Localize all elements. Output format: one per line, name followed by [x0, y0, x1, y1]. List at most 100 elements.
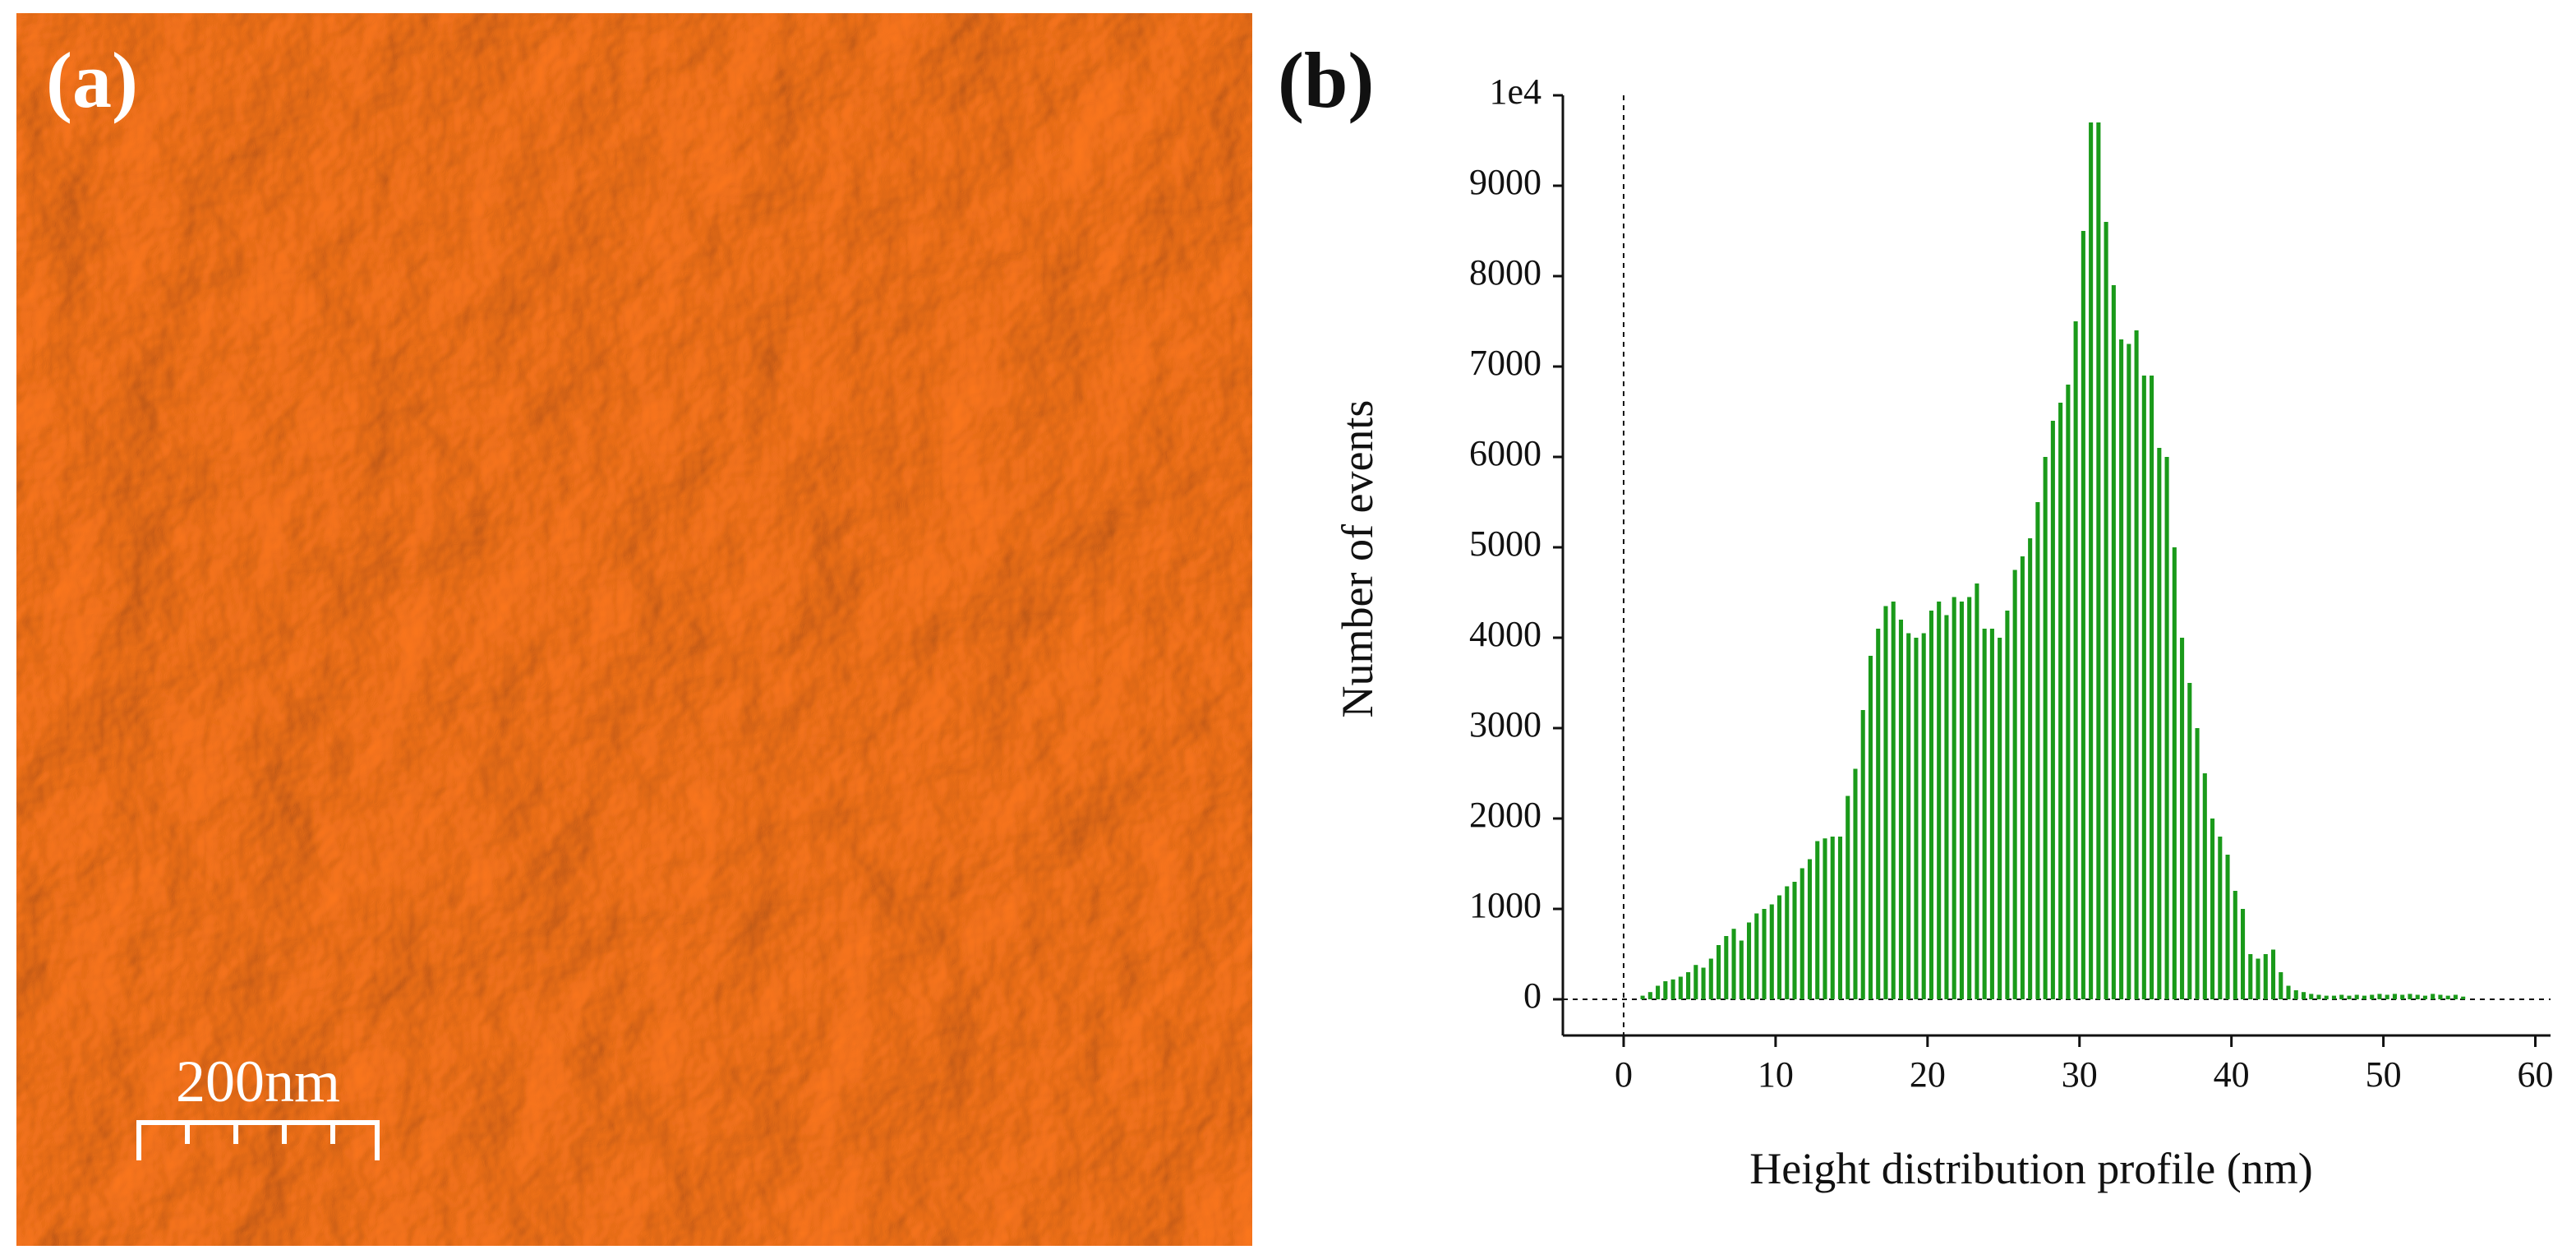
bar: [1952, 597, 1956, 999]
bar: [2461, 996, 2466, 999]
bar: [2422, 995, 2427, 999]
bar: [1807, 859, 1813, 999]
x-tick-label: 60: [2518, 1054, 2554, 1095]
bar: [2202, 773, 2207, 999]
panel-label: (a): [46, 36, 138, 124]
scale-bar: [136, 1120, 380, 1160]
bar: [2141, 376, 2146, 999]
bar: [2020, 556, 2025, 999]
y-tick-label: 8000: [1469, 252, 1541, 293]
bar: [2256, 958, 2260, 999]
afm-image: [16, 13, 1252, 1246]
bar: [2073, 321, 2078, 999]
bar: [1898, 620, 1903, 999]
bar: [1937, 602, 1942, 999]
bar: [1647, 992, 1652, 999]
bar: [1815, 841, 1820, 999]
bar: [1724, 936, 1729, 999]
bar: [1876, 629, 1881, 999]
bar: [1754, 913, 1759, 999]
bar: [1989, 629, 1994, 999]
x-tick-label: 50: [2366, 1054, 2402, 1095]
bar: [1776, 895, 1782, 999]
bar: [2218, 837, 2223, 999]
x-tick-label: 40: [2214, 1054, 2250, 1095]
bar: [2385, 994, 2389, 999]
bar: [1883, 606, 1888, 999]
bar: [2195, 728, 2200, 999]
panel-label: (b): [1278, 36, 1374, 124]
bar: [1746, 922, 1752, 999]
bar: [1860, 710, 1865, 999]
bar: [2127, 344, 2131, 999]
bar: [1891, 602, 1896, 999]
bar: [2279, 972, 2283, 999]
x-tick-label: 20: [1910, 1054, 1946, 1095]
bar: [2150, 376, 2154, 999]
bar: [2453, 994, 2458, 999]
bar: [1640, 995, 1645, 999]
bar: [1701, 967, 1706, 999]
bar: [1914, 638, 1919, 999]
bar: [2415, 994, 2420, 999]
bar: [1686, 972, 1691, 999]
bar: [1694, 965, 1698, 999]
x-tick-label: 10: [1758, 1054, 1794, 1095]
bar: [2331, 995, 2337, 999]
bar: [1868, 656, 1873, 999]
bar: [1663, 981, 1668, 999]
bar: [2445, 995, 2450, 999]
bar: [2225, 855, 2230, 999]
bar: [2081, 231, 2085, 999]
bar: [2309, 994, 2314, 999]
bar: [2119, 339, 2124, 999]
bar: [2431, 994, 2435, 999]
bar: [2005, 611, 2010, 999]
bar: [1846, 796, 1850, 999]
bar: [1837, 837, 1843, 999]
bar: [2408, 994, 2412, 999]
bar: [1678, 976, 1683, 999]
bar: [1792, 882, 1797, 999]
x-tick-label: 30: [2062, 1054, 2098, 1095]
bar: [2248, 954, 2253, 999]
bar: [2324, 995, 2329, 999]
bar: [2096, 122, 2101, 999]
bar: [1959, 602, 1964, 999]
y-tick-label: 1e4: [1489, 71, 1541, 112]
y-tick-label: 6000: [1469, 433, 1541, 473]
bar: [2012, 570, 2017, 999]
bar: [2339, 994, 2344, 999]
y-axis-title: Number of events: [1333, 400, 1382, 718]
bar: [2058, 403, 2063, 999]
bar: [2172, 547, 2177, 999]
bar: [2187, 683, 2192, 999]
bar: [2400, 994, 2405, 999]
bar: [1823, 838, 1827, 999]
bar: [1785, 886, 1790, 999]
bar: [1731, 929, 1736, 999]
bar: [2157, 448, 2162, 999]
bar: [2286, 985, 2291, 999]
bar: [2164, 457, 2169, 999]
bar: [2316, 994, 2321, 999]
bar: [2263, 954, 2268, 999]
bar: [1975, 583, 1979, 999]
bar: [2210, 819, 2215, 999]
bar: [2240, 909, 2246, 999]
bar: [2233, 891, 2237, 999]
bar: [1830, 837, 1835, 999]
bar: [2089, 122, 2094, 999]
bar: [2392, 994, 2397, 999]
bar: [1921, 633, 1926, 999]
bar: [2050, 421, 2055, 999]
bar: [2066, 385, 2071, 999]
bar: [1769, 904, 1774, 999]
bar: [2301, 992, 2306, 999]
bar: [2438, 994, 2443, 999]
bar: [1929, 611, 1933, 999]
scale-bar-label: 200nm: [176, 1049, 340, 1114]
bar: [2354, 994, 2359, 999]
bar: [1762, 909, 1767, 999]
